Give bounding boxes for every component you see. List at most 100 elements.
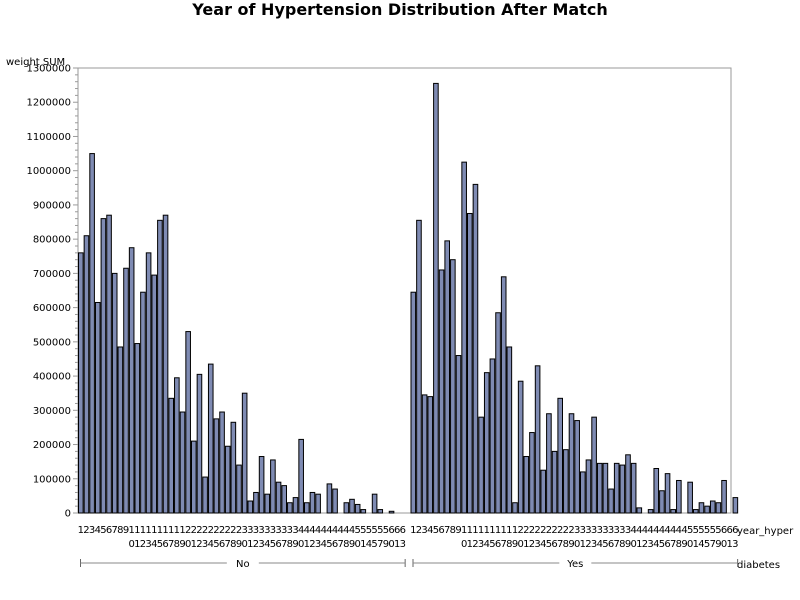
x-tick-label: 3 (732, 539, 738, 550)
x-tick-label: 5 (213, 539, 219, 550)
x-tick-label: 2 (225, 525, 231, 536)
x-tick-label: 1 (360, 539, 366, 550)
bar (568, 413, 575, 514)
x-tick-label: 2 (83, 525, 89, 536)
bar (349, 498, 355, 514)
bar (134, 343, 141, 514)
x-tick-label: 6 (400, 525, 406, 536)
x-tick-label: 6 (495, 539, 501, 550)
bar (89, 153, 95, 514)
bar (253, 491, 259, 514)
bar (636, 507, 643, 514)
x-tick-label: 2 (529, 539, 535, 550)
x-tick-label: 2 (140, 539, 146, 550)
x-tick-label: 2 (529, 525, 535, 536)
x-tick-label: 4 (151, 539, 157, 550)
bar (410, 291, 417, 514)
bar (377, 509, 384, 514)
x-tick-label: 3 (602, 525, 608, 536)
bar (619, 464, 626, 514)
x-tick-label: 2 (540, 525, 546, 536)
x-tick-label: 2 (568, 525, 574, 536)
bar (100, 218, 107, 514)
x-tick-label: 5 (157, 539, 163, 550)
x-tick-label: 5 (433, 525, 439, 536)
x-tick-label: 2 (196, 539, 202, 550)
bar (676, 479, 682, 514)
bar (230, 421, 237, 514)
x-tick-label: 1 (580, 539, 586, 550)
x-tick-label: 2 (642, 539, 648, 550)
bar (258, 456, 265, 514)
y-tick-label: 1100000 (26, 132, 71, 143)
bar (489, 358, 496, 514)
x-tick-label: 7 (557, 539, 563, 550)
x-tick-label: 9 (383, 539, 389, 550)
x-tick-label: 1 (693, 539, 699, 550)
x-tick-label: 1 (145, 525, 151, 536)
x-tick-label: 4 (540, 539, 546, 550)
x-tick-label: 6 (608, 539, 614, 550)
x-tick-label: 3 (585, 525, 591, 536)
x-tick-label: 3 (608, 525, 614, 536)
x-tick-label: 5 (360, 525, 366, 536)
x-tick-label: 4 (315, 525, 321, 536)
bar (298, 438, 304, 514)
x-tick-label: 7 (281, 539, 287, 550)
bar (647, 509, 654, 514)
bar (309, 491, 316, 514)
x-tick-label: 6 (332, 539, 338, 550)
x-tick-label: 1 (495, 525, 501, 536)
x-tick-label: 5 (100, 525, 106, 536)
x-tick-label: 8 (619, 539, 625, 550)
x-tick-label: 9 (292, 539, 298, 550)
bars (78, 82, 739, 514)
x-tick-label: 1 (467, 525, 473, 536)
x-tick-label: 1 (134, 539, 140, 550)
x-tick-label: 8 (450, 525, 456, 536)
bar (693, 509, 699, 514)
x-tick-label: 1 (151, 525, 157, 536)
x-tick-label: 4 (653, 525, 659, 536)
y-tick-label: 200000 (33, 440, 71, 451)
bar (625, 454, 631, 514)
x-tick-label: 2 (546, 525, 552, 536)
x-tick-label: 7 (377, 539, 383, 550)
bar (326, 483, 333, 514)
x-tick-label: 3 (614, 525, 620, 536)
bar (698, 502, 705, 514)
x-tick-label: 0 (298, 539, 304, 550)
bar (151, 274, 158, 514)
x-tick-label: 9 (715, 539, 721, 550)
bar (523, 456, 530, 514)
x-tick-label: 3 (275, 525, 281, 536)
bar (472, 183, 479, 514)
bar (287, 502, 293, 514)
x-tick-label: 2 (202, 525, 208, 536)
x-tick-label: 1 (410, 525, 416, 536)
bar (106, 214, 112, 514)
x-tick-label: 1 (506, 525, 512, 536)
bar (111, 272, 118, 514)
group-label: No (236, 559, 250, 570)
bar (608, 488, 614, 514)
x-tick-label: 8 (174, 539, 180, 550)
x-tick-label: 0 (128, 539, 134, 550)
bar (721, 479, 727, 514)
x-tick-label: 3 (281, 525, 287, 536)
bar (179, 411, 186, 514)
x-tick-label: 2 (557, 525, 563, 536)
bar (602, 462, 609, 514)
bar (140, 291, 146, 514)
bar (585, 459, 592, 514)
bar (332, 488, 338, 514)
group-axis-label: diabetes (737, 560, 780, 571)
x-tick-label: 7 (225, 539, 231, 550)
x-tick-label: 5 (371, 539, 377, 550)
x-tick-label: 0 (185, 539, 191, 550)
x-tick-label: 1 (484, 525, 490, 536)
x-tick-label: 2 (551, 525, 557, 536)
x-tick-label: 8 (117, 525, 123, 536)
x-tick-label: 3 (534, 539, 540, 550)
x-tick-label: 9 (455, 525, 461, 536)
